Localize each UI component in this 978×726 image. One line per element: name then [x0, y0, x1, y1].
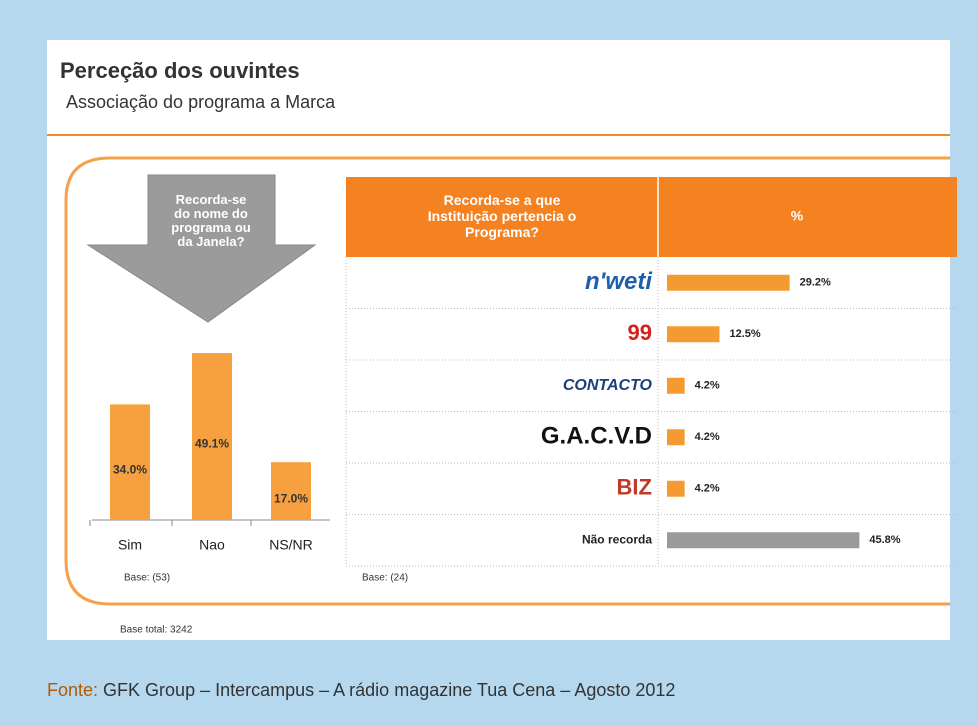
slide-title: Perceção dos ouvintes — [60, 58, 300, 83]
category-label: CONTACTO — [563, 377, 653, 394]
source-label: Fonte: — [47, 680, 98, 700]
value-label: 4.2% — [695, 483, 720, 495]
base-left: Base: (53) — [124, 573, 170, 584]
value-label: 17.0% — [274, 491, 308, 505]
source-line: Fonte: GFK Group – Intercampus – A rádio… — [47, 680, 675, 700]
frame — [64, 156, 950, 606]
source: GFK Group – Intercampus – A rádio magazi… — [103, 680, 675, 700]
value-label: 12.5% — [730, 328, 761, 340]
category-label: n'weti — [585, 268, 653, 295]
value-label: 49.1% — [195, 437, 229, 451]
category-label: Não recorda — [582, 532, 652, 546]
arrow-text: Recorda-se do nome do programa ou da Janela… — [171, 192, 251, 249]
table-header — [346, 177, 957, 257]
base-right: Base: (24) — [362, 573, 408, 584]
value-label: 4.2% — [695, 380, 720, 392]
bar — [667, 480, 685, 497]
bar — [667, 274, 790, 291]
x-tick-label: Nao — [199, 537, 225, 553]
bar — [271, 462, 311, 520]
bar — [667, 429, 685, 446]
category-label: G.A.C.V.D — [541, 423, 652, 450]
value-label: 4.2% — [695, 431, 720, 443]
category-label: BIZ — [617, 475, 652, 500]
value-label: 34.0% — [113, 462, 147, 476]
bar — [192, 353, 232, 520]
slide — [47, 40, 950, 640]
x-tick-label: Sim — [118, 537, 142, 553]
bar — [667, 377, 685, 394]
value-label: 45.8% — [869, 534, 900, 546]
value-label: 29.2% — [800, 277, 831, 289]
base-total: Base total: 3242 — [120, 625, 193, 636]
bar — [110, 404, 150, 520]
slide-subtitle: Associação do programa a Marca — [66, 92, 336, 112]
x-tick-label: NS/NR — [269, 537, 313, 553]
arrow — [86, 174, 317, 323]
category-label: 99 — [628, 320, 652, 345]
bar — [667, 326, 720, 343]
value-header: % — [791, 208, 804, 224]
bar — [667, 532, 860, 549]
